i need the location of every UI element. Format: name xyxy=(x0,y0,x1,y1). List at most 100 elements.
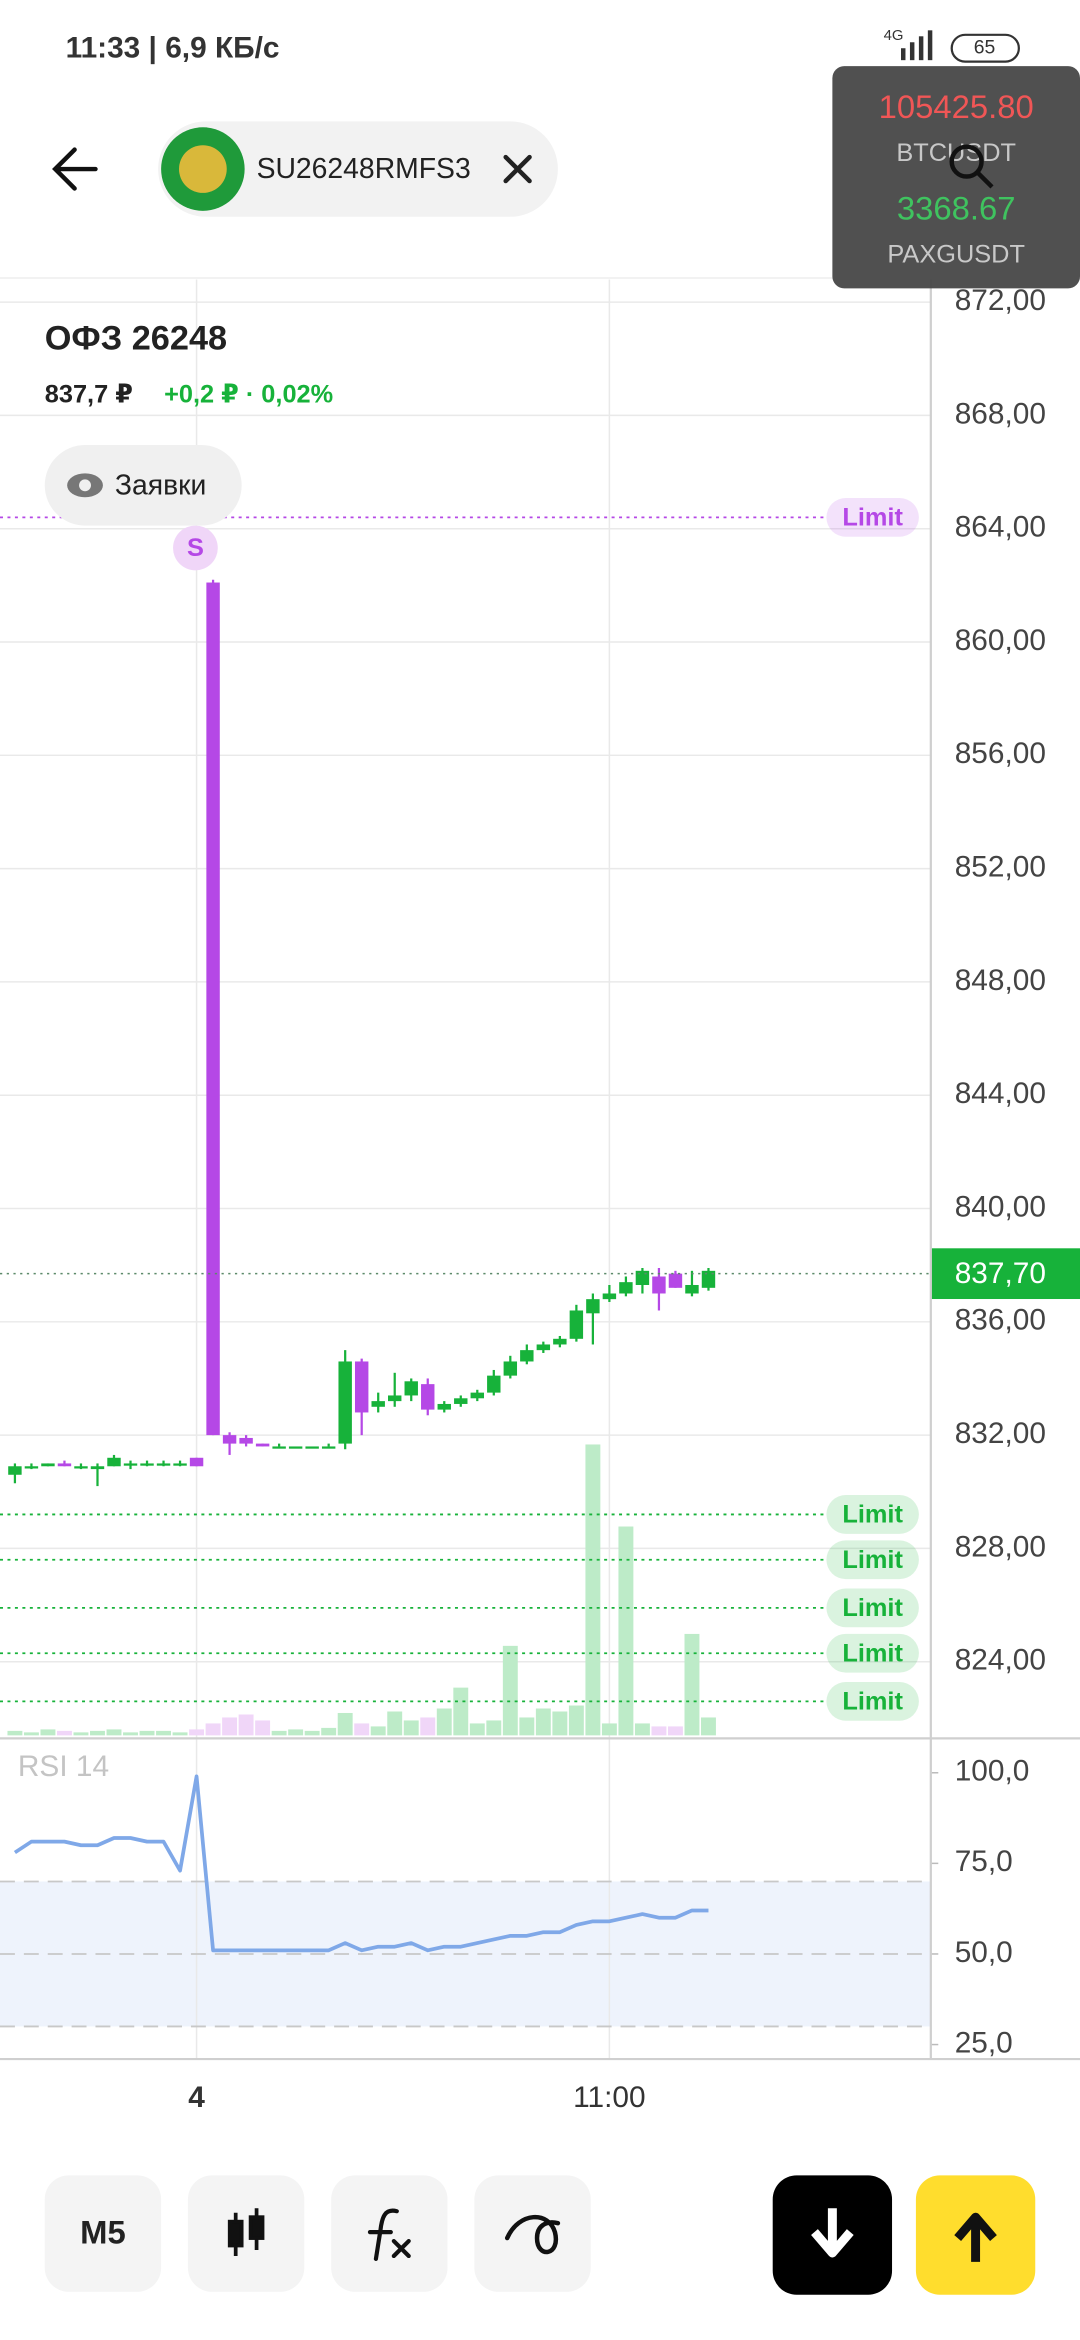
candle-body xyxy=(470,1392,485,1399)
candle-body xyxy=(156,1463,171,1466)
order-tag xyxy=(826,1681,919,1721)
search-handle xyxy=(975,170,994,189)
order-tag-label: Limit xyxy=(842,504,903,532)
instrument-chip[interactable] xyxy=(158,121,558,217)
order-tag-label: Limit xyxy=(842,1501,903,1529)
candle-body xyxy=(520,1350,534,1362)
x-tick-label: 4 xyxy=(188,2081,205,2114)
candle-body xyxy=(140,1463,154,1466)
battery-level: 65 xyxy=(974,36,996,58)
candle-body xyxy=(57,1463,72,1467)
chart-type-button[interactable] xyxy=(187,2175,305,2292)
indicators-icon xyxy=(367,2208,411,2262)
sell-icon xyxy=(811,2208,854,2258)
candle-body xyxy=(255,1443,270,1447)
last-price-label: 837,70 xyxy=(955,1257,1046,1290)
back-button[interactable] xyxy=(52,147,98,191)
volume-bar xyxy=(23,1732,39,1736)
volume-bar xyxy=(40,1729,56,1736)
instrument-price: 837,7 ₽ xyxy=(45,381,133,409)
candle-body xyxy=(107,1457,121,1467)
volume-bar xyxy=(651,1726,667,1736)
x-tick-label: 11:00 xyxy=(573,2081,645,2114)
volume-bar xyxy=(90,1730,105,1736)
candle-body xyxy=(321,1446,336,1449)
volume-bar xyxy=(667,1726,683,1736)
y-tick-label: 828,00 xyxy=(955,1530,1046,1563)
volume-bar xyxy=(337,1712,353,1736)
drawing-icon xyxy=(504,2214,561,2255)
volume-bar xyxy=(172,1732,188,1736)
ticker-overlay xyxy=(832,66,1080,289)
candle-body xyxy=(487,1375,501,1393)
order-tag xyxy=(826,497,919,537)
interval-button[interactable] xyxy=(44,2175,162,2292)
candle-body xyxy=(437,1403,451,1410)
ticker-price: 105425.80 xyxy=(879,88,1034,125)
candle-body xyxy=(503,1361,518,1376)
y-tick-label: 860,00 xyxy=(955,624,1046,657)
volume-bar xyxy=(304,1730,320,1736)
candle-body xyxy=(536,1344,551,1351)
candle-body xyxy=(173,1463,187,1466)
volume-bar xyxy=(238,1714,254,1736)
candle-body xyxy=(338,1361,352,1444)
volume-bar xyxy=(321,1727,337,1736)
candle-body xyxy=(701,1270,716,1288)
close-chip-button[interactable] xyxy=(503,154,532,184)
candle-body xyxy=(404,1381,418,1396)
y-tick-label: 864,00 xyxy=(955,511,1046,544)
y-tick-label: 824,00 xyxy=(955,1644,1046,1677)
volume-bar xyxy=(618,1526,634,1736)
candle-body xyxy=(354,1361,369,1413)
orders-button-label: Заявки xyxy=(115,469,206,501)
signal-icon xyxy=(900,30,933,61)
candle-body xyxy=(24,1466,39,1469)
signal-marker xyxy=(173,525,218,571)
volume-bar xyxy=(403,1720,419,1736)
candle-body xyxy=(239,1437,253,1444)
candle-body xyxy=(222,1435,237,1444)
candle-body xyxy=(569,1310,584,1339)
volume-bar xyxy=(436,1708,452,1736)
candle-body xyxy=(74,1466,88,1469)
orders-button[interactable] xyxy=(44,445,242,526)
candle-body xyxy=(206,582,220,1436)
chart: 824,00 828,00 832,00 836,00 840,00 844,00 848,… xyxy=(0,279,1080,2114)
volume-bar xyxy=(139,1730,155,1736)
candle-body xyxy=(602,1293,617,1300)
volume-bar xyxy=(684,1633,700,1736)
search-button[interactable] xyxy=(949,144,984,179)
interval-label: M5 xyxy=(80,2214,126,2251)
volume-bar xyxy=(189,1729,205,1736)
volume-bar xyxy=(568,1705,584,1736)
volume-bar xyxy=(420,1717,436,1736)
volume-bar xyxy=(453,1687,469,1736)
volume-bar xyxy=(535,1708,551,1736)
volume-bar xyxy=(255,1720,271,1736)
volume-bar xyxy=(73,1732,89,1736)
buy-icon xyxy=(954,2212,997,2262)
last-price-tag xyxy=(930,1248,1080,1300)
y-tick-label: 832,00 xyxy=(955,1417,1046,1450)
network-type: 4G xyxy=(884,28,904,44)
candle-body xyxy=(123,1463,138,1466)
drawing-button[interactable] xyxy=(474,2175,591,2292)
y-tick-label: 844,00 xyxy=(955,1077,1046,1110)
candle-body xyxy=(8,1466,22,1475)
volume-bar xyxy=(469,1723,485,1736)
candle-body xyxy=(371,1401,385,1407)
volume-bar xyxy=(502,1645,518,1736)
candle-body xyxy=(652,1276,666,1294)
candle-body xyxy=(41,1463,55,1467)
rsi-y-tick-label: 50,0 xyxy=(955,1936,1013,1969)
y-tick-label: 836,00 xyxy=(955,1304,1046,1337)
instrument-change: +0,2 ₽ · 0,02% xyxy=(164,381,333,409)
candle-body xyxy=(619,1282,633,1294)
candle-body xyxy=(272,1446,286,1449)
volume-bar xyxy=(271,1730,287,1736)
order-tag-label: Limit xyxy=(842,1546,903,1574)
candle-body xyxy=(189,1457,204,1467)
eye-icon xyxy=(67,473,103,498)
